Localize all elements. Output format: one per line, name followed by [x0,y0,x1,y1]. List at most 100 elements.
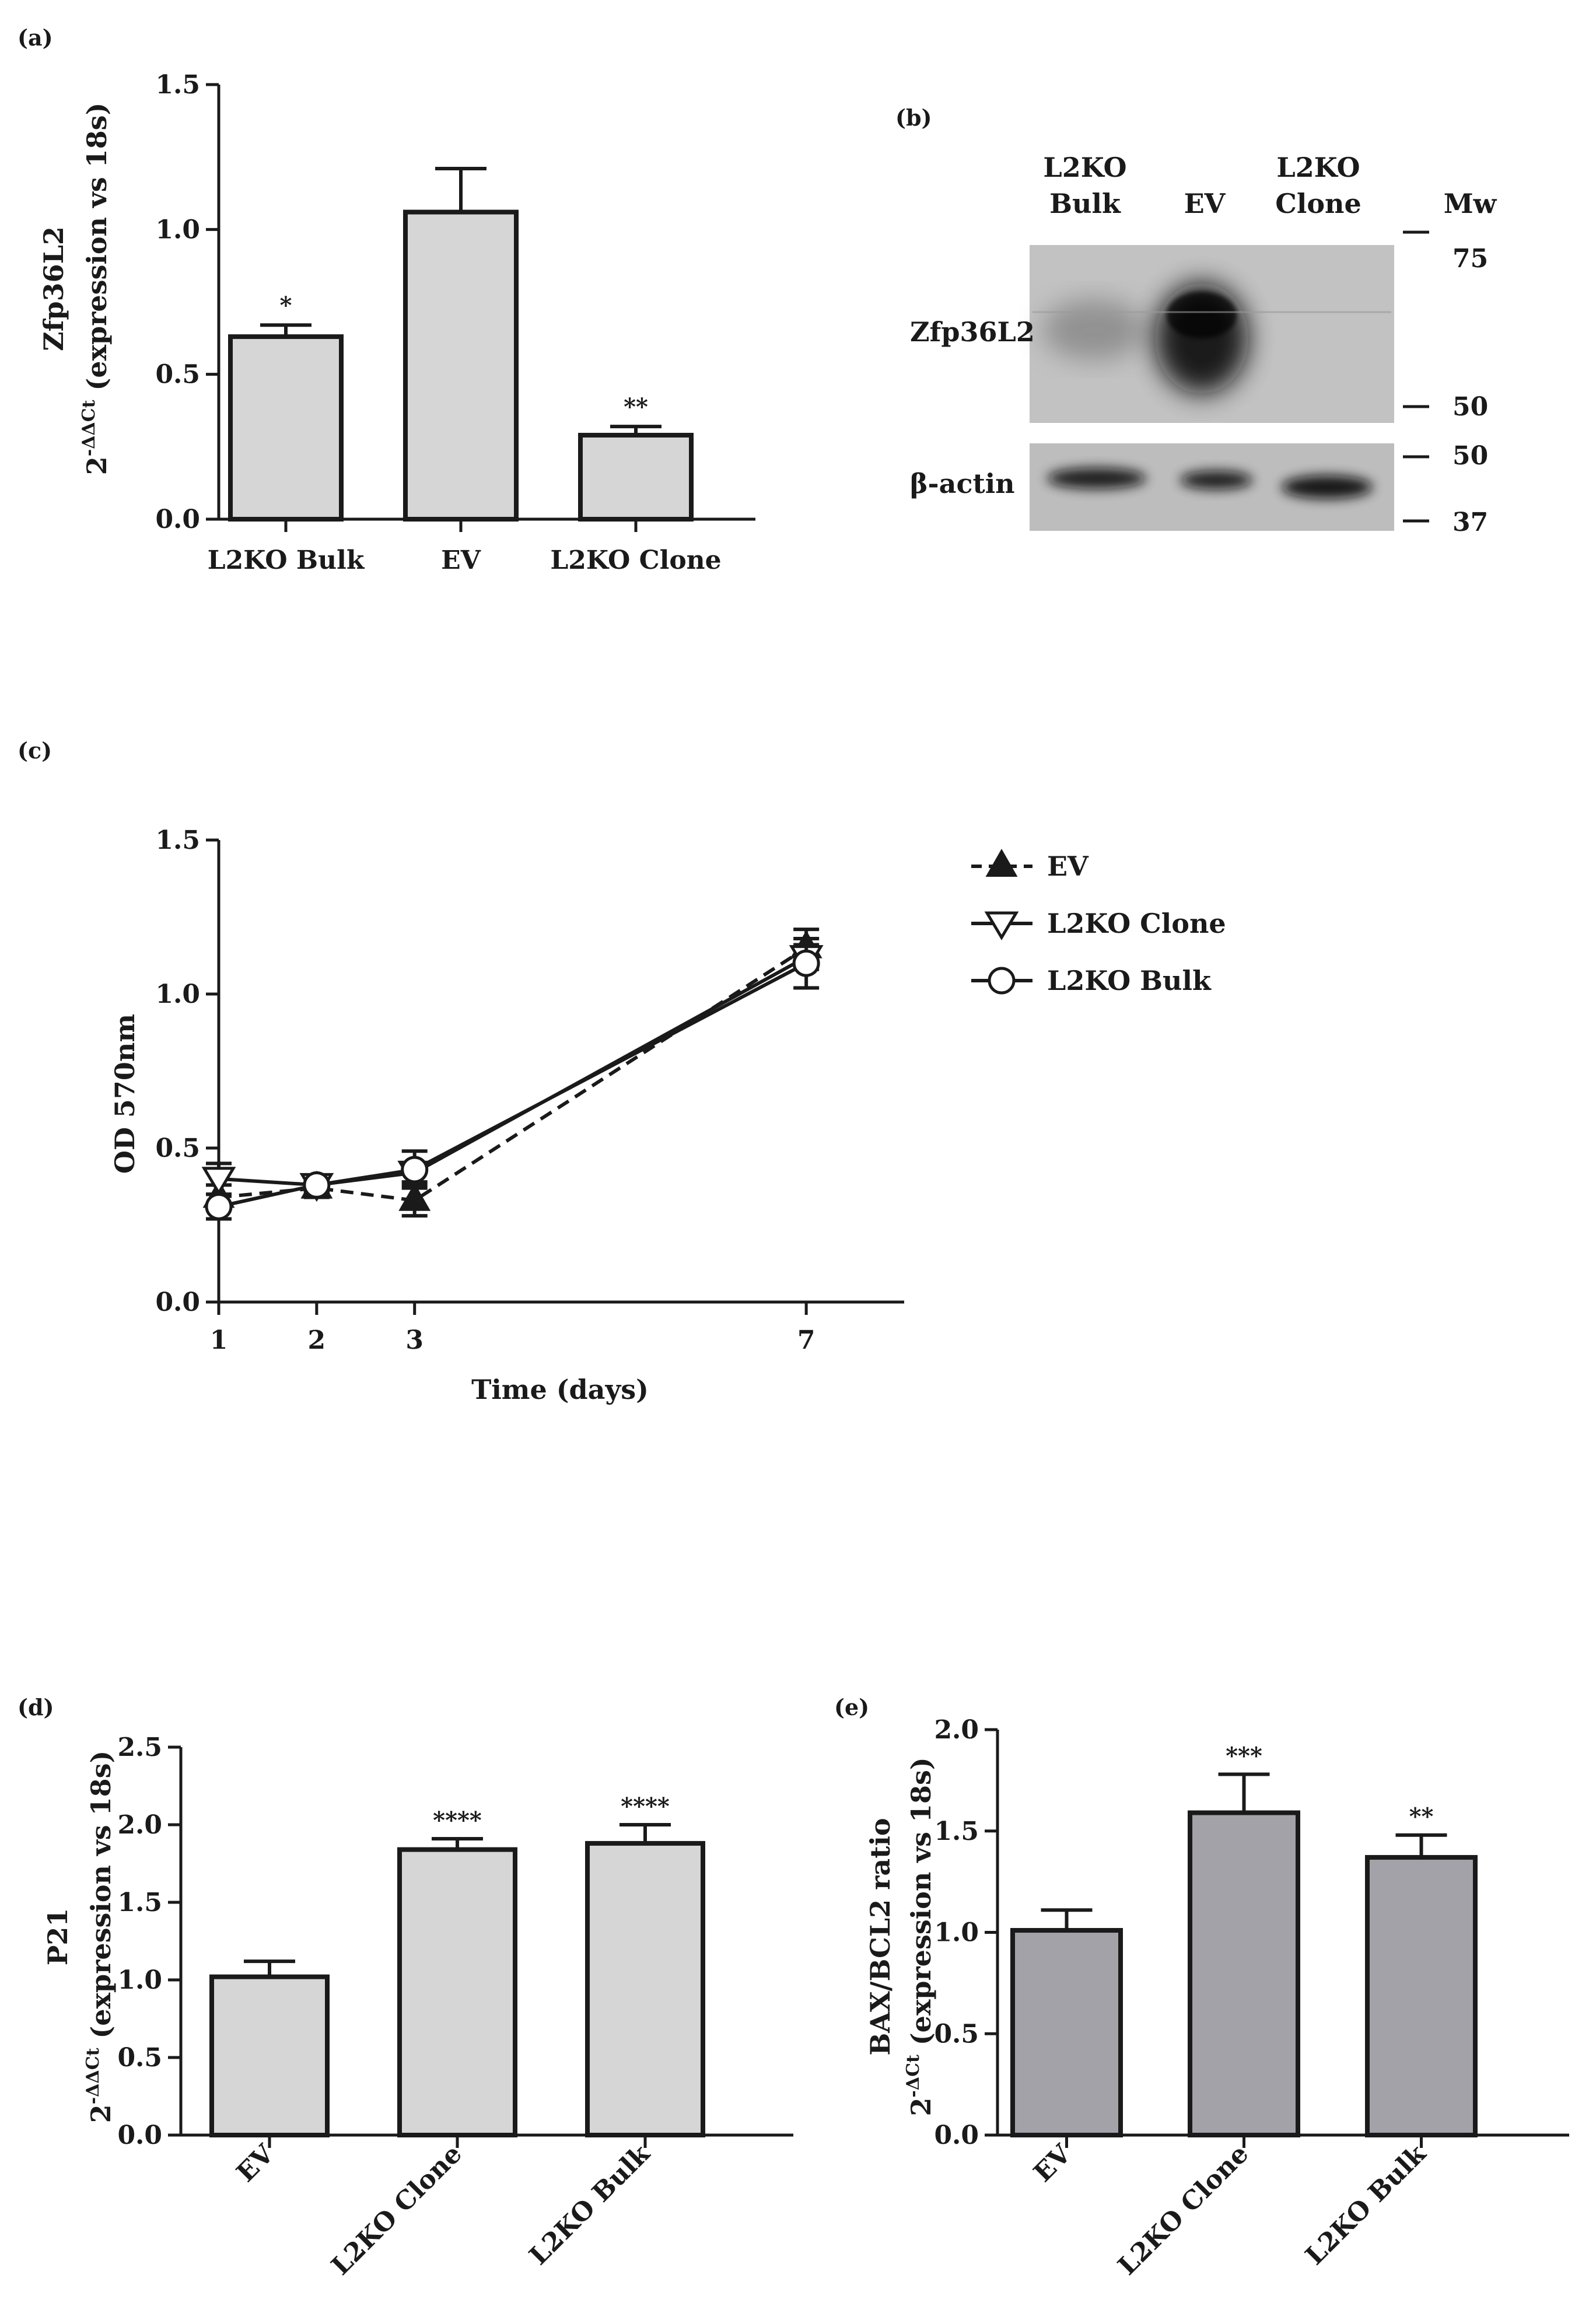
panel-e-bar-l2ko-bulk [1365,1854,1478,2138]
panel-b-label: (b) [895,104,932,131]
panel-a-y-tick-label: 0.0 [155,505,200,534]
panel-a-x-tick-label: L2KO Bulk [208,545,365,575]
mw-header: Mw [1444,188,1497,219]
panel-d-bar-chart: (d) P21 2-ΔΔCt (expression vs 18s) 0.0 0.… [18,1694,793,2281]
band-label-actin: β-actin [910,468,1015,499]
panel-c-x-tick-label: 7 [797,1325,816,1355]
panel-d-bar-ev [209,1974,330,2137]
panel-e-y-axis-label: BAX/BCL2 ratio 2-ΔCt (expression vs 18s) [864,1757,937,2116]
mw-label-50-upper: 50 [1452,392,1488,422]
lane-1-line2: Bulk [1049,188,1121,219]
panel-c-point-ev [398,1182,431,1211]
panel-e-y-tick-label: 0.0 [934,2120,979,2150]
panel-a-y-tick-label: 1.0 [155,215,200,244]
panel-a-label: (a) [18,25,53,51]
panel-a-ylabel-rest: (expression vs 18s) [81,103,113,400]
panel-d-significance-l2ko-clone: **** [433,1807,482,1834]
panel-e-ylabel-base: 2 [905,2098,937,2116]
panel-a-ylabel-gene: Zfp36L2 [38,226,69,351]
legend-label-l2ko-bulk: L2KO Bulk [1047,965,1212,996]
panel-d-x-tick-label: L2KO Clone [326,2139,467,2281]
panel-b-western-blot: (b) L2KO Bulk EV L2KO Clone Mw Zfp36L2 7… [895,104,1497,537]
panel-a-bar-ev [403,209,519,522]
panel-c-label: (c) [18,737,52,764]
panel-a-x-tick-label: EV [441,545,481,575]
band-actin-lane-3 [1282,475,1373,499]
panel-a-ylabel-base: 2 [81,456,113,475]
mw-label-75: 75 [1452,244,1488,274]
band-zfp36l2-lane-1 [1042,299,1145,360]
mw-label-50-lower: 50 [1452,441,1488,471]
panel-a-significance-l2ko-bulk: * [280,292,292,319]
legend-label-ev: EV [1047,851,1089,882]
panel-c-ylabel: OD 570nm [109,1014,141,1174]
panel-e-ylabel-ratio: BAX/BCL2 ratio [864,1818,896,2055]
panel-a-bar-l2ko-bulk [228,334,344,522]
panel-e-y-tick-label: 1.5 [934,1817,979,1846]
panel-c-point-l2ko-bulk [792,949,820,977]
band-zfp36l2-lane-2-core [1167,292,1237,338]
panel-e-y-tick-label: 0.5 [934,2019,979,2049]
panel-a-bar-l2ko-clone [578,432,694,522]
panel-a-y-tick-label: 1.5 [155,70,200,100]
panel-d-y-tick-label: 2.0 [117,1810,162,1840]
legend-marker-l2ko-clone [984,911,1019,940]
band-actin-lane-1 [1047,468,1146,489]
panel-c-y-tick-label: 0.0 [155,1287,200,1317]
panel-e-y-tick-label: 2.0 [934,1715,979,1745]
panel-c-point-l2ko-bulk [401,1156,429,1184]
panel-e-ylabel-formula: 2-ΔCt (expression vs 18s) [903,1757,937,2116]
panel-d-ylabel-base: 2 [85,2104,117,2123]
panel-d-y-tick-label: 0.0 [117,2120,162,2150]
panel-e-x-tick-label: L2KO Clone [1112,2139,1254,2281]
panel-c-y-tick-label: 1.5 [155,825,200,855]
panel-d-ylabel-formula: 2-ΔΔCt (expression vs 18s) [83,1751,117,2123]
panel-c-xlabel: Time (days) [471,1374,649,1405]
panel-c-point-l2ko-bulk [303,1171,331,1199]
panel-d-y-tick-label: 0.5 [117,2043,162,2073]
panel-c-point-l2ko-clone [201,1167,236,1196]
panel-c-plot-area: 0.0 0.5 1.0 1.5 1 2 3 7 [155,825,904,1355]
panel-d-x-tick-label: EV [231,2139,281,2188]
panel-c-x-tick-label: 2 [308,1325,326,1355]
panel-c-line-l2ko-bulk [218,961,807,1209]
lane-header-2: EV [1184,188,1226,219]
panel-d-bar-l2ko-bulk [585,1840,705,2137]
lane-1-line1: L2KO [1043,152,1126,183]
panel-d-significance-l2ko-bulk: **** [621,1793,670,1820]
panel-d-ylabel-rest: (expression vs 18s) [85,1751,117,2048]
panel-d-y-axis-label: P21 2-ΔΔCt (expression vs 18s) [42,1751,117,2123]
panel-c-y-tick-label: 0.5 [155,1133,200,1163]
panel-c-line-ev [218,946,807,1202]
band-label-zfp36l2: Zfp36L2 [910,316,1035,348]
panel-c-line-l2ko-clone [218,956,807,1187]
mw-label-37: 37 [1452,508,1488,537]
panel-e-bar-ev [1010,1928,1123,2137]
panel-e-ylabel-rest: (expression vs 18s) [905,1757,937,2055]
panel-d-y-tick-label: 1.5 [117,1888,162,1917]
band-actin-lane-2 [1180,471,1252,489]
panel-c-line-chart: (c) OD 570nm Time (days) 0.0 0.5 1.0 1.5 1 2 3… [18,737,1226,1405]
panel-a-significance-l2ko-clone: ** [624,393,648,421]
legend-marker-l2ko-bulk [988,967,1016,995]
panel-d-x-tick-label: L2KO Bulk [524,2139,656,2271]
panel-d-y-tick-label: 1.0 [117,1965,162,1995]
lane-header-1: L2KO Bulk [1043,152,1126,219]
panel-e-bar-l2ko-clone [1188,1810,1300,2138]
panel-e-significance-l2ko-bulk: ** [1409,1803,1434,1831]
lane-3-line1: L2KO [1276,152,1360,183]
panel-a-y-axis-label: Zfp36L2 2-ΔΔCt (expression vs 18s) [38,103,113,475]
legend-label-l2ko-clone: L2KO Clone [1047,908,1226,939]
panel-a-y-tick-label: 0.5 [155,360,200,390]
legend-marker-ev [985,848,1018,877]
panel-e-label: (e) [834,1694,869,1720]
panel-d-ylabel-gene: P21 [42,1908,74,1966]
panel-c-point-l2ko-bulk [205,1192,233,1220]
panel-c-y-tick-label: 1.0 [155,979,200,1009]
lane-2-line1: EV [1184,188,1226,219]
panel-e-x-tick-label: L2KO Bulk [1300,2139,1432,2271]
panel-a-x-tick-label: L2KO Clone [550,545,721,575]
panel-d-label: (d) [18,1694,54,1720]
panel-c-x-tick-label: 3 [405,1325,424,1355]
